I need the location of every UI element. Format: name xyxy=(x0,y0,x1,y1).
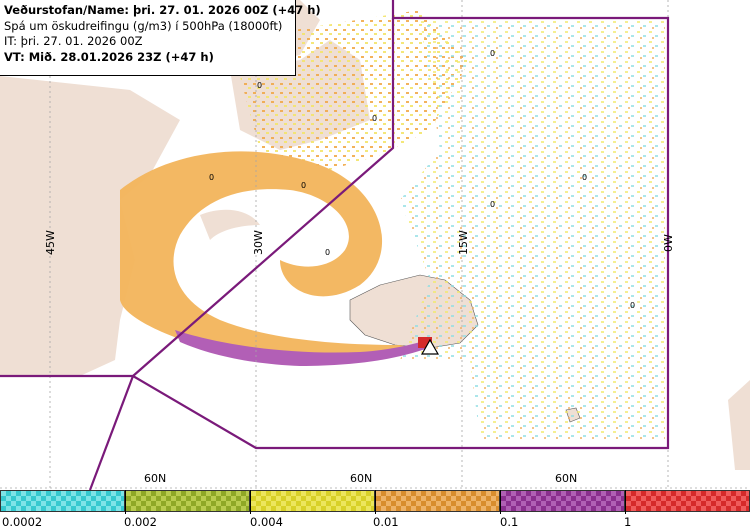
lat-label-60n-1: 60N xyxy=(144,472,166,485)
ash-swirl xyxy=(120,151,420,365)
legend-swatch-1 xyxy=(0,490,125,512)
legend-swatch-4 xyxy=(375,490,500,512)
lat-label-60n-2: 60N xyxy=(350,472,372,485)
legend-tick xyxy=(125,490,126,514)
ash-speckle-east xyxy=(400,20,665,440)
lon-label-15w: 15W xyxy=(457,230,470,255)
lon-label-45w: 45W xyxy=(44,230,57,255)
legend-swatch-2 xyxy=(125,490,250,512)
legend-label-0.01: 0.01 xyxy=(373,515,399,529)
zero-marker: 0 xyxy=(257,81,262,90)
legend-swatch-5 xyxy=(500,490,625,512)
zero-marker: 0 xyxy=(325,248,330,257)
lon-label-0w: 0W xyxy=(662,234,675,252)
lat-label-60n-3: 60N xyxy=(555,472,577,485)
legend-label-0.0002: 0.0002 xyxy=(2,515,43,529)
zero-marker: 0 xyxy=(630,301,635,310)
zero-marker: 0 xyxy=(490,200,495,209)
fir-boundaries xyxy=(0,0,670,491)
legend-label-0.1: 0.1 xyxy=(500,515,519,529)
zero-marker: 0 xyxy=(582,173,587,182)
ash-swirl-inner xyxy=(200,209,260,240)
info-subtitle: Spá um öskudreifingu (g/m3) í 500hPa (18… xyxy=(4,18,283,33)
lon-label-30w: 30W xyxy=(252,230,265,255)
zero-marker: 0 xyxy=(301,181,306,190)
legend-tick xyxy=(375,490,376,514)
volcano-triangle-icon xyxy=(420,338,440,355)
legend-label-1: 1 xyxy=(624,515,632,529)
info-valid-time: VT: Mið. 28.01.2026 23Z (+47 h) xyxy=(4,49,214,64)
legend-swatch-6 xyxy=(625,490,750,512)
info-title: Veðurstofan/Name: þri. 27. 01. 2026 00Z … xyxy=(4,3,321,17)
ash-plume-dense xyxy=(175,330,428,366)
info-issue-time: IT: þri. 27. 01. 2026 00Z xyxy=(4,34,143,48)
legend-tick xyxy=(250,490,251,514)
zero-marker: 0 xyxy=(372,114,377,123)
zero-marker: 0 xyxy=(490,49,495,58)
concentration-legend: 0.0002 0.002 0.004 0.01 0.1 1 xyxy=(0,490,750,532)
legend-label-0.004: 0.004 xyxy=(250,515,283,529)
greenland-landmass xyxy=(0,0,320,376)
forecast-info-box: Veðurstofan/Name: þri. 27. 01. 2026 00Z … xyxy=(0,0,321,76)
legend-tick xyxy=(500,490,501,514)
legend-swatch-3 xyxy=(250,490,375,512)
legend-label-0.002: 0.002 xyxy=(124,515,157,529)
zero-marker: 0 xyxy=(209,173,214,182)
norway-coast xyxy=(728,380,750,470)
legend-tick xyxy=(625,490,626,514)
